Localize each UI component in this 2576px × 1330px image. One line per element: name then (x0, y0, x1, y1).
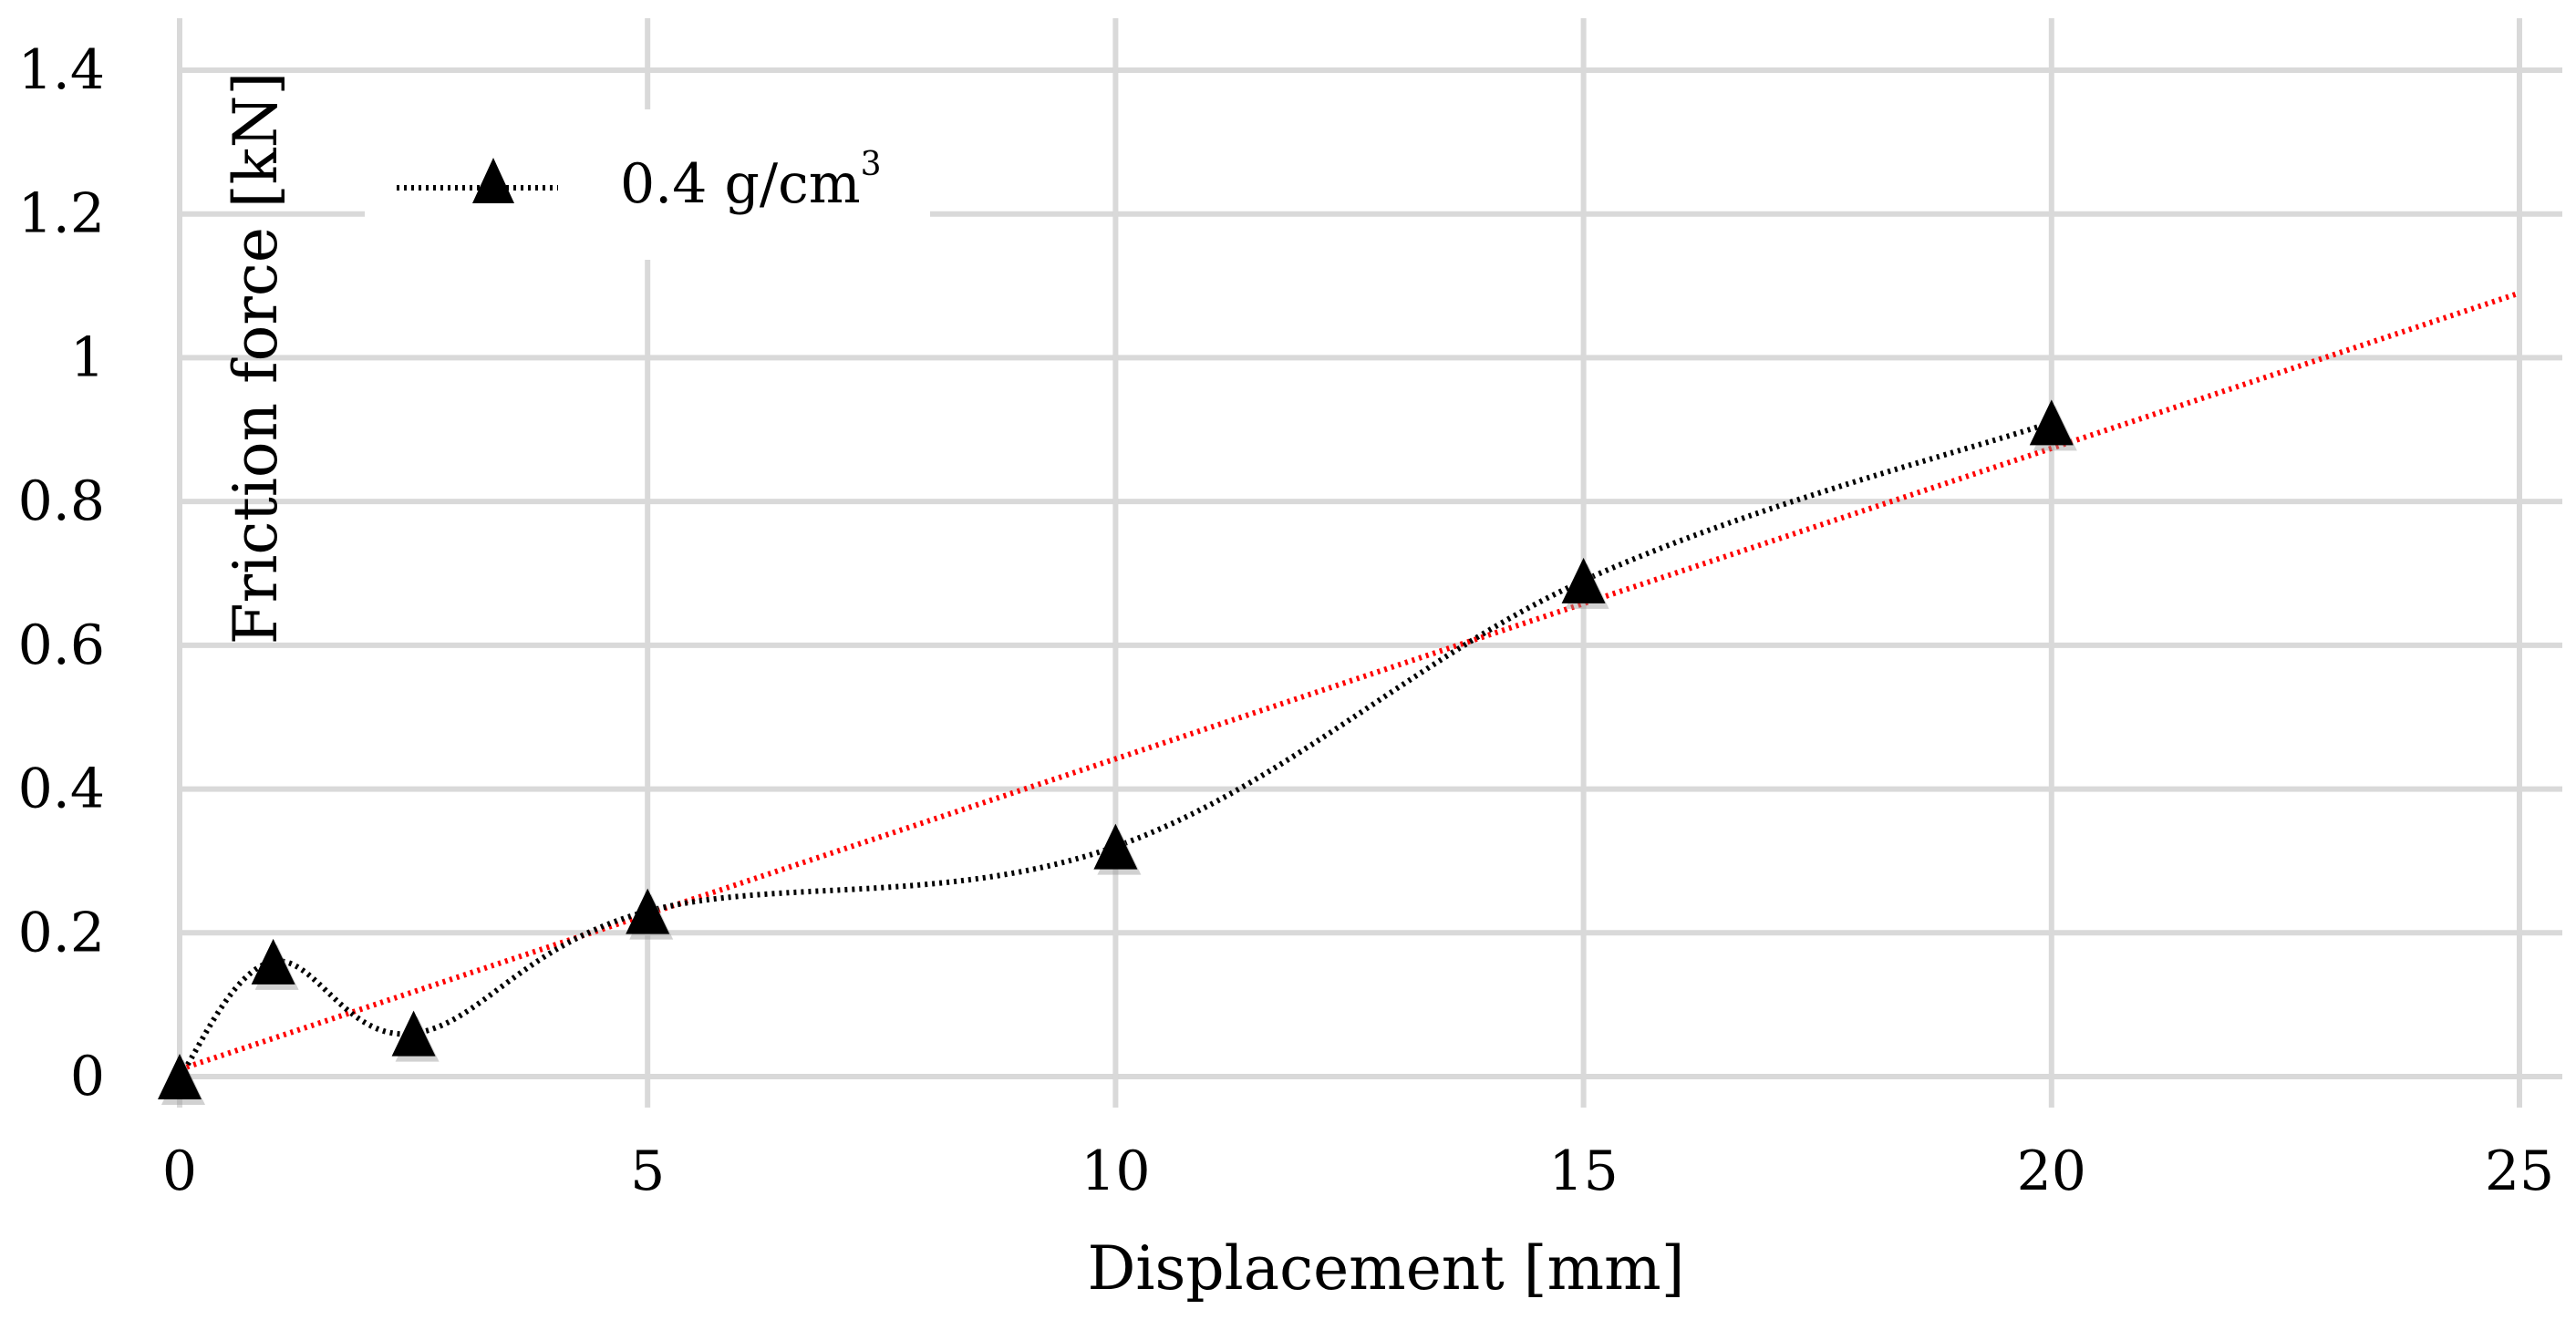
data-point-triangle (2029, 399, 2074, 446)
data-point-triangle (251, 938, 295, 985)
x-tick-label: 10 (1081, 1139, 1150, 1203)
y-tick-label: 1.2 (18, 182, 105, 246)
grid (177, 18, 2562, 1108)
data-point-triangle (1093, 823, 1138, 870)
y-tick-label: 1.4 (18, 38, 105, 102)
y-tick-label: 0.2 (18, 901, 105, 964)
x-tick-label: 0 (162, 1139, 197, 1203)
y-tick-label: 1 (70, 325, 105, 389)
x-tick-label: 15 (1548, 1139, 1618, 1203)
data-point-triangle (391, 1010, 436, 1057)
legend-triangle-marker (472, 158, 514, 203)
x-axis-ticks: 0 5 10 15 20 25 (162, 1139, 2554, 1203)
y-tick-label: 0.8 (18, 469, 105, 533)
data-point-triangle (1561, 557, 1606, 603)
series-layer (158, 399, 2077, 1105)
y-axis-ticks: 0 0.2 0.4 0.6 0.8 1 1.2 1.4 (18, 38, 105, 1108)
y-tick-label: 0 (70, 1045, 105, 1108)
data-point-triangle (626, 888, 670, 934)
series-line (177, 419, 2053, 1078)
x-tick-label: 5 (630, 1139, 665, 1203)
data-point-triangle (158, 1054, 202, 1099)
y-tick-label: 0.4 (18, 758, 105, 821)
trendline-layer (179, 290, 2520, 1072)
legend-label-superscript: 3 (861, 146, 882, 183)
x-tick-label: 25 (2485, 1139, 2554, 1203)
y-axis-title: Friction force [kN] (221, 72, 291, 644)
x-tick-label: 20 (2017, 1139, 2086, 1203)
x-axis-title: Displacement [mm] (1088, 1233, 1685, 1304)
legend-label-text: 0.4 g/cm (620, 152, 861, 216)
legend: 0.4 g/cm3 (365, 109, 930, 260)
trendline (179, 290, 2520, 1072)
legend-box (365, 109, 930, 260)
legend-label: 0.4 g/cm3 (620, 146, 882, 216)
y-tick-label: 0.6 (18, 613, 105, 677)
